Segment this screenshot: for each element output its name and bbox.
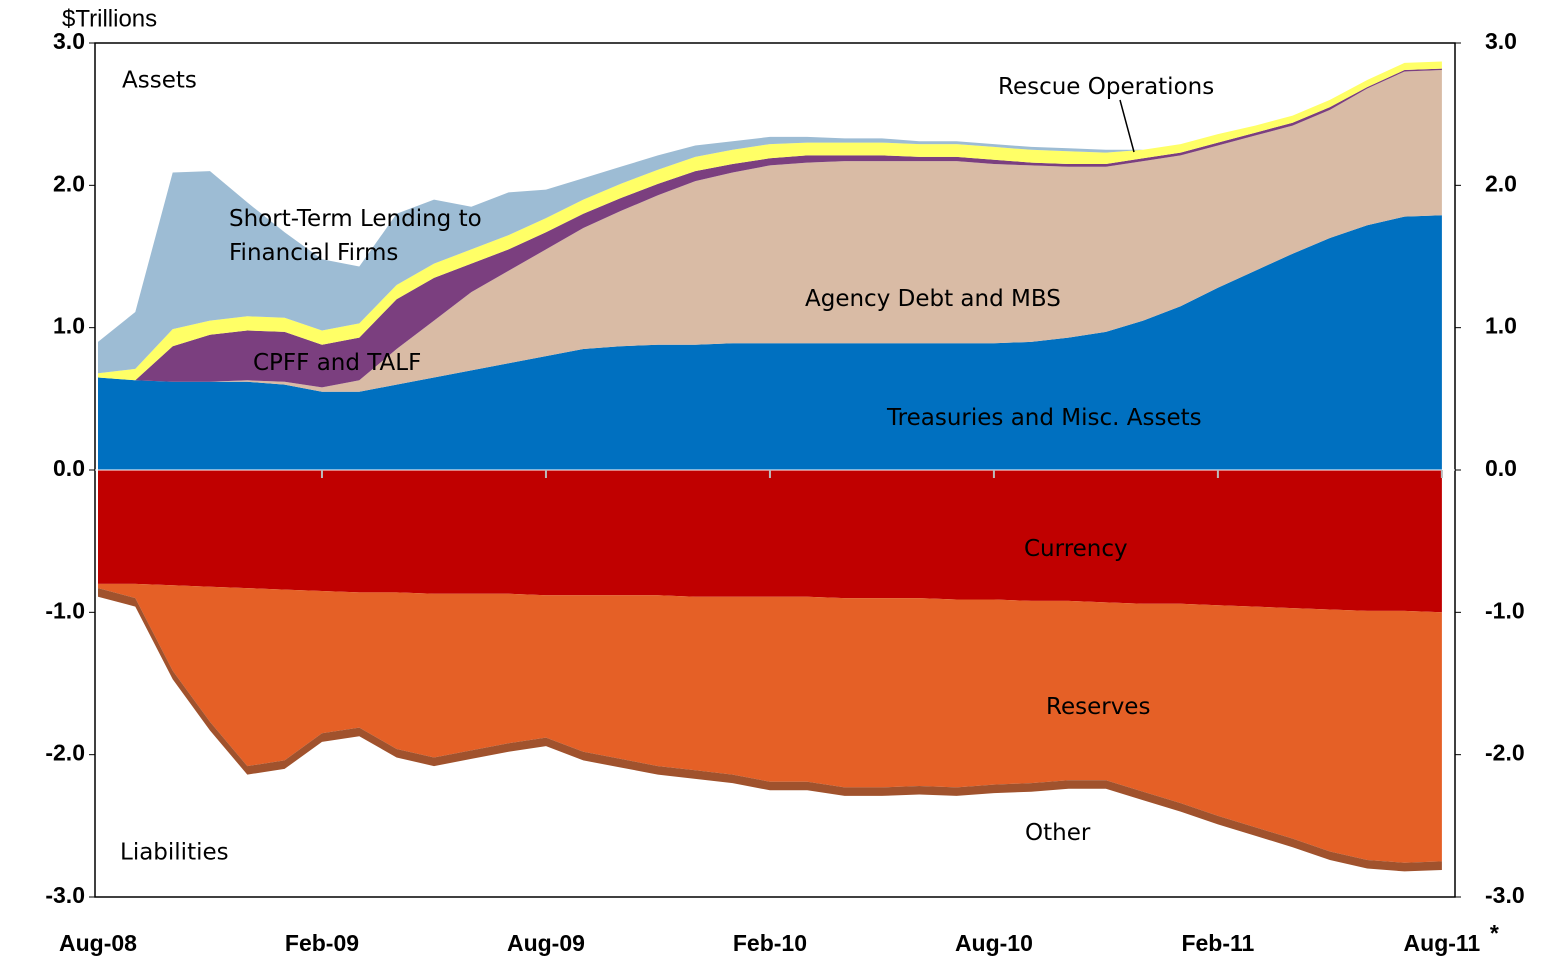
y2-tick-label: 0.0	[1485, 455, 1517, 481]
series-label: Rescue Operations	[998, 74, 1215, 100]
y-tick-label: -3.0	[45, 882, 85, 908]
y2-tick-label: 1.0	[1485, 313, 1517, 339]
x-tick-label: Aug-09	[507, 930, 585, 956]
y2-tick-label: -2.0	[1485, 740, 1525, 766]
y-tick-label: 1.0	[53, 313, 85, 339]
area	[98, 215, 1442, 470]
x-tick-label: Aug-11	[1404, 930, 1481, 956]
x-tick-label: Aug-10	[955, 930, 1033, 956]
y2-tick-label: -1.0	[1485, 597, 1525, 623]
series-label: Short-Term Lending to Financial Firms	[229, 206, 482, 266]
series-label: CPFF and TALF	[253, 350, 422, 376]
y-tick-label: -1.0	[45, 597, 85, 623]
y2-tick-label: -3.0	[1485, 882, 1525, 908]
series-label: Currency	[1024, 536, 1128, 562]
y-axis-label: $Trillions	[62, 5, 157, 32]
y2-tick-label: 2.0	[1485, 170, 1517, 196]
x-tick-label: Feb-11	[1181, 930, 1254, 956]
x-tick-label: Feb-09	[285, 930, 359, 956]
y-tick-label: 2.0	[53, 170, 85, 196]
y2-tick-label: 3.0	[1485, 28, 1517, 54]
area	[98, 68, 1442, 388]
leader-line	[1119, 99, 1135, 153]
footnote-mark: *	[1490, 920, 1499, 946]
annotation: Liabilities	[120, 840, 229, 866]
series-label: Other	[1025, 820, 1091, 846]
y-tick-label: 0.0	[53, 455, 85, 481]
annotation: Assets	[122, 68, 197, 94]
area	[98, 70, 1442, 392]
series-label: Reserves	[1046, 694, 1151, 720]
series-label: Treasuries and Misc. Assets	[887, 405, 1202, 431]
x-tick-label: Aug-08	[59, 930, 137, 956]
area	[98, 583, 1442, 863]
area	[98, 470, 1442, 613]
x-tick-label: Feb-10	[733, 930, 807, 956]
areas	[98, 61, 1442, 872]
y-tick-label: 3.0	[53, 28, 85, 54]
y-tick-label: -2.0	[45, 740, 85, 766]
series-label: Agency Debt and MBS	[805, 286, 1061, 312]
